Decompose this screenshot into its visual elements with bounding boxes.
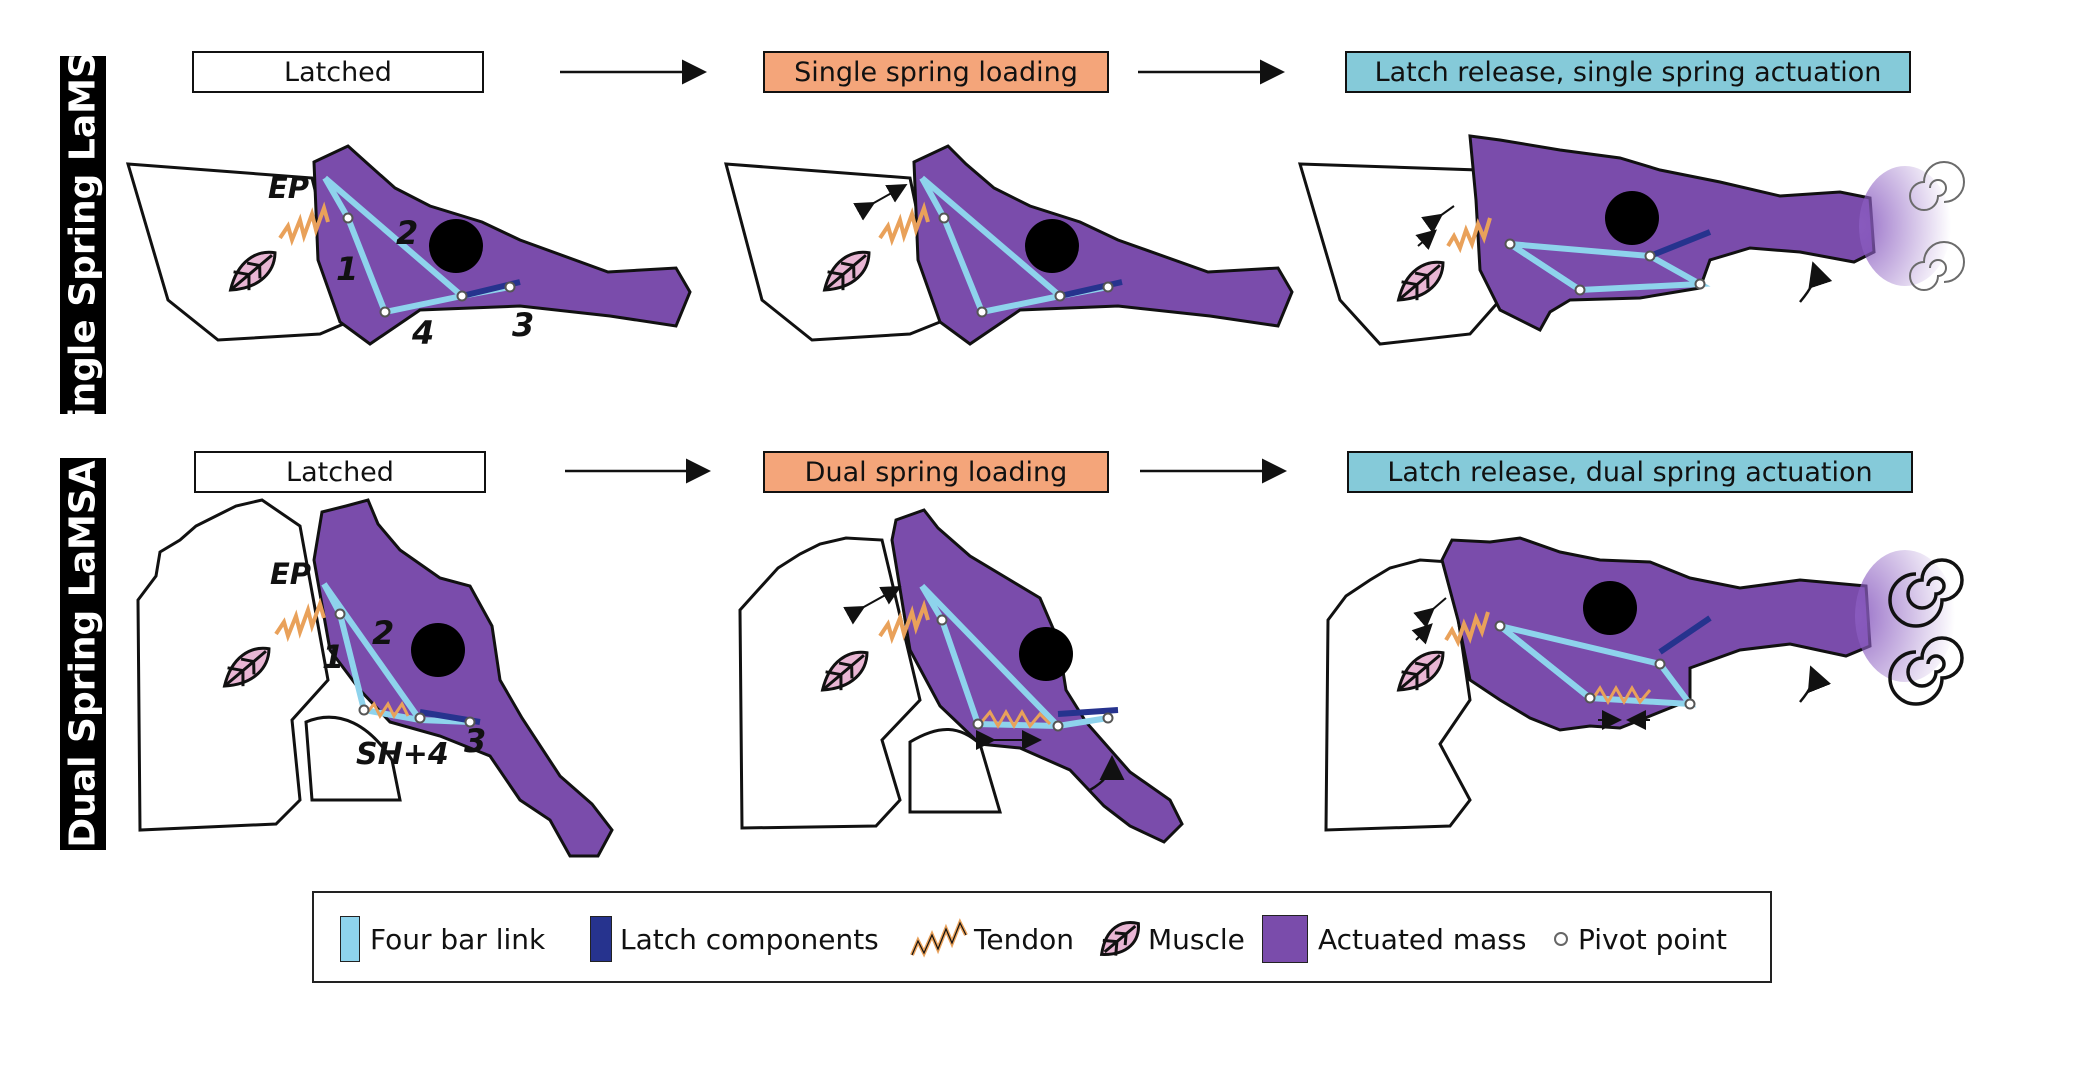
label-3-single: 3 (512, 306, 534, 344)
stage-single-release: Latch release, single spring actuation (1345, 51, 1911, 93)
label-2-single: 2 (396, 214, 418, 252)
legend-label-muscle: Muscle (1148, 922, 1245, 956)
single-latched-panel (125, 144, 692, 346)
label-1-single: 1 (336, 250, 358, 288)
stage-single-latched: Latched (192, 51, 484, 93)
dual-release-panel (1324, 536, 1964, 832)
legend-label-latch: Latch components (620, 922, 879, 956)
stage-dual-release: Latch release, dual spring actuation (1347, 451, 1913, 493)
legend-label-tendon: Tendon (974, 922, 1074, 956)
label-4-single: 4 (411, 314, 434, 352)
legend-item-actuated-mass: Actuated mass (1262, 893, 1526, 985)
legend-item-pivot-point: Pivot point (1554, 893, 1727, 985)
legend-item-four-bar-link: Four bar link (340, 893, 545, 985)
stage-dual-latched: Latched (194, 451, 486, 493)
label-ep-dual: EP (270, 557, 311, 591)
single-spring-row-label: Single Spring LaMSA (60, 24, 106, 446)
label-ep-single: EP (268, 171, 309, 205)
pivot-circle-icon (1554, 932, 1568, 946)
dual-loading-panel (738, 508, 1184, 844)
legend-item-muscle: Muscle (1094, 893, 1245, 985)
actuated-mass-swatch (1262, 915, 1308, 963)
dual-spring-row-label: Dual Spring LaMSA (60, 458, 106, 850)
single-release-panel (1297, 134, 1965, 346)
dual-spring-row-label-text: Dual Spring LaMSA (62, 460, 104, 848)
legend-label-pivot-point: Pivot point (1578, 922, 1728, 956)
label-sh4-dual: SH+4 (356, 737, 449, 772)
legend: Four bar link Latch components Tendon Mu… (312, 891, 1772, 983)
stage-single-loading: Single spring loading (763, 51, 1109, 93)
legend-item-latch: Latch components (590, 893, 879, 985)
tendon-zigzag-icon (910, 918, 968, 958)
legend-item-tendon: Tendon (910, 893, 1074, 985)
single-loading-panel (724, 144, 1294, 346)
muscle-icon (1099, 921, 1140, 956)
label-3-dual: 3 (464, 722, 486, 760)
stage-dual-loading: Dual spring loading (763, 451, 1109, 493)
four-bar-link-swatch (340, 916, 360, 962)
latch-swatch (590, 916, 612, 962)
dual-latched-panel (136, 498, 614, 858)
single-spring-row-label-text: Single Spring LaMSA (62, 24, 104, 446)
legend-label-actuated-mass: Actuated mass (1318, 922, 1527, 956)
legend-label-four-bar-link: Four bar link (370, 922, 546, 956)
label-1-dual: 1 (322, 638, 344, 676)
label-2-dual: 2 (372, 614, 394, 652)
